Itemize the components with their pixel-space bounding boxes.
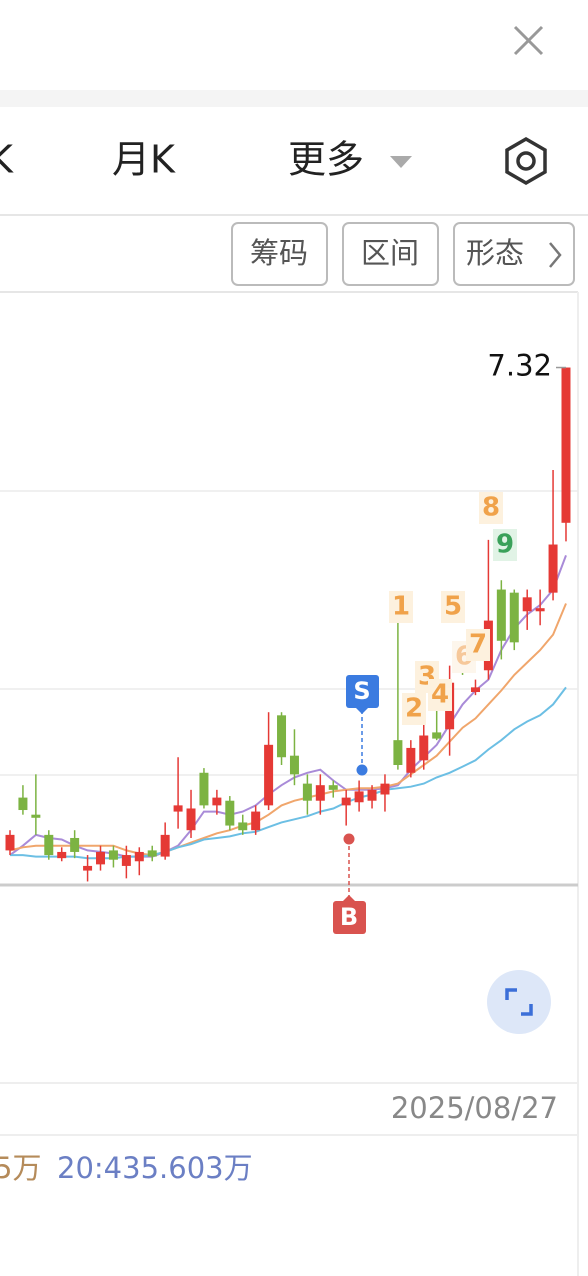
- candle-body: [225, 800, 235, 826]
- candle-body: [548, 544, 558, 593]
- max-price-label: 7.32: [487, 349, 552, 383]
- sell-marker-label: S: [353, 677, 370, 705]
- candle-body: [18, 797, 28, 811]
- candle-body: [96, 851, 106, 865]
- td-label-bg: [466, 629, 490, 661]
- candle-body: [5, 834, 15, 851]
- candle-body: [31, 814, 41, 818]
- candle-body: [134, 851, 144, 862]
- td-label: 4: [431, 680, 449, 710]
- candle-body: [406, 747, 416, 773]
- tool-button[interactable]: [231, 222, 328, 286]
- candle-body: [522, 597, 532, 612]
- expand-button[interactable]: [487, 970, 551, 1034]
- date-label: 2025/08/27: [391, 1091, 558, 1125]
- candle-body: [535, 608, 545, 612]
- tool-button-label: 形态: [466, 236, 524, 270]
- candle-body: [277, 715, 287, 758]
- td-label: 2: [405, 694, 423, 724]
- ma-line: [10, 686, 567, 860]
- candle-body: [199, 772, 209, 806]
- candle-body: [160, 834, 170, 857]
- candle-body: [238, 822, 248, 831]
- tool-button-label: 区间: [361, 236, 419, 270]
- candle-body: [251, 811, 261, 831]
- tool-button[interactable]: [453, 222, 575, 286]
- candle-body: [44, 834, 54, 856]
- candlestick-plot: 7.32: [5, 349, 571, 882]
- buy-marker-tip: [343, 895, 355, 901]
- td-label: 1: [392, 592, 410, 622]
- td-label-bg: [493, 529, 517, 561]
- tab[interactable]: K: [0, 138, 14, 182]
- candle-body: [509, 592, 519, 643]
- candle-body: [264, 744, 274, 806]
- buy-marker-label: B: [340, 903, 358, 931]
- candle-body: [147, 850, 157, 857]
- candle-body: [186, 808, 196, 831]
- candle-body: [70, 837, 80, 852]
- td-label: 5: [444, 592, 462, 622]
- volume-ma-label: 5万: [0, 1151, 41, 1185]
- volume-ma-label: 20:435.603万: [57, 1151, 253, 1185]
- candle-body: [354, 791, 364, 803]
- td-label-bg: [389, 591, 413, 623]
- top-bar: [0, 0, 588, 90]
- candle-body: [289, 755, 299, 775]
- candle-body: [108, 850, 118, 860]
- candle-body: [561, 367, 571, 523]
- tab[interactable]: 更多: [288, 138, 364, 182]
- close-button[interactable]: [513, 25, 544, 56]
- tool-button-label: 筹码: [250, 236, 308, 270]
- candle-body: [212, 797, 222, 806]
- sell-marker[interactable]: [346, 675, 379, 708]
- separator-band: [0, 90, 588, 107]
- td-label-bg: [402, 693, 426, 725]
- candle-body: [470, 687, 480, 693]
- candle-body: [432, 732, 442, 739]
- td-label: 8: [482, 493, 500, 523]
- candle-body: [393, 740, 403, 765]
- td-label-bg: [479, 492, 503, 524]
- candle-body: [302, 783, 312, 801]
- candle-body: [380, 783, 390, 795]
- ma-line: [9, 603, 567, 857]
- td-label-bg: [428, 679, 452, 711]
- signal-dot: [343, 833, 355, 845]
- td-label-bg: [441, 591, 465, 623]
- td-label: 9: [496, 530, 514, 560]
- signal-dot: [356, 764, 368, 776]
- candle-body: [173, 805, 183, 812]
- sell-marker-tip: [356, 708, 368, 714]
- dropdown-arrow: [390, 156, 412, 168]
- candle-body: [496, 589, 506, 641]
- candle-body: [121, 855, 131, 866]
- candle-body: [341, 797, 351, 806]
- td-label: 7: [469, 630, 487, 660]
- settings-button[interactable]: [505, 136, 547, 186]
- tool-button[interactable]: [342, 222, 439, 286]
- candle-body: [328, 785, 338, 790]
- candle-body: [367, 789, 377, 801]
- ma-line: [9, 555, 567, 858]
- chevron: [549, 242, 562, 268]
- candle-body: [315, 785, 325, 801]
- candle-body: [57, 851, 67, 859]
- expand-icon: [505, 988, 533, 1016]
- candle-body: [83, 865, 93, 871]
- buy-marker[interactable]: [333, 901, 366, 934]
- tab[interactable]: 月K: [112, 138, 176, 182]
- candle-body: [419, 735, 429, 761]
